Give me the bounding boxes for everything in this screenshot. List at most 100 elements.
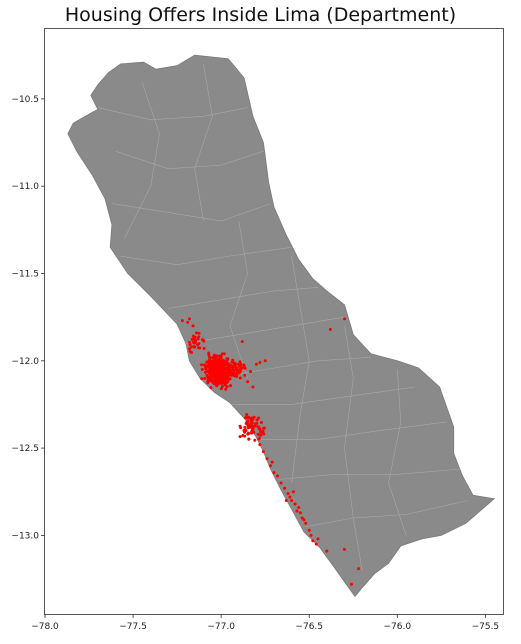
housing-offer-point-560 <box>311 539 315 543</box>
housing-offer-point-547 <box>272 471 276 475</box>
chart-title: Housing Offers Inside Lima (Department) <box>64 4 457 26</box>
housing-offer-point-522 <box>259 430 263 434</box>
x-tick-label: −75.5 <box>472 622 500 632</box>
housing-offer-point-550 <box>283 486 287 490</box>
housing-offer-point-490 <box>262 432 266 436</box>
housing-offer-point-357 <box>210 374 214 378</box>
housing-offer-point-97 <box>203 376 207 380</box>
y-tick-label: −12.0 <box>11 357 39 367</box>
housing-offer-point-433 <box>188 343 192 347</box>
housing-offer-point-541 <box>328 327 332 331</box>
housing-offer-point-239 <box>226 379 230 383</box>
housing-offer-point-435 <box>202 346 206 350</box>
housing-offer-point-321 <box>211 355 215 359</box>
housing-offer-point-404 <box>243 373 247 377</box>
housing-offer-point-530 <box>180 319 184 323</box>
housing-offer-point-423 <box>242 363 246 367</box>
housing-offer-point-497 <box>250 431 253 435</box>
y-axis: −10.5 −11.0 −11.5 −12.0 −12.5 −13.0 <box>11 95 45 541</box>
x-tick-label: −76.0 <box>384 622 412 632</box>
housing-offer-point-515 <box>253 438 257 442</box>
housing-offer-point-338 <box>220 364 223 368</box>
housing-offer-point-492 <box>257 416 261 420</box>
housing-offer-point-534 <box>195 331 198 335</box>
housing-offer-point-98 <box>202 363 206 367</box>
housing-offer-point-549 <box>279 481 283 485</box>
housing-offer-point-456 <box>194 339 197 343</box>
housing-offer-point-536 <box>263 359 267 363</box>
housing-offer-point-563 <box>325 549 329 553</box>
housing-offer-point-282 <box>216 382 220 386</box>
housing-offer-point-546 <box>269 464 272 468</box>
housing-offer-point-510 <box>246 423 250 427</box>
housing-offer-point-540 <box>240 340 244 344</box>
housing-offer-point-356 <box>204 366 208 369</box>
district-border-6 <box>168 287 319 309</box>
housing-offer-point-196 <box>219 387 223 391</box>
housing-offer-point-518 <box>251 417 255 421</box>
housing-offer-point-358 <box>208 365 212 368</box>
housing-offer-point-520 <box>254 422 257 426</box>
housing-offer-point-528 <box>246 420 250 424</box>
district-border-4 <box>111 203 271 222</box>
housing-offer-point-557 <box>304 521 308 525</box>
y-tick-label: −12.5 <box>11 444 39 454</box>
housing-offer-point-517 <box>258 427 262 431</box>
housing-offer-point-266 <box>223 383 227 387</box>
x-tick-label: −77.5 <box>119 622 147 632</box>
district-border-0 <box>97 107 248 121</box>
district-border-5 <box>118 247 292 266</box>
housing-offer-point-279 <box>216 380 219 383</box>
housing-offer-point-354 <box>206 370 210 374</box>
lima-department-polygon <box>67 54 496 598</box>
housing-offer-point-500 <box>259 421 263 424</box>
housing-offer-point-558 <box>307 528 311 532</box>
housing-offer-point-352 <box>209 359 213 363</box>
housing-offer-point-570 <box>302 518 306 522</box>
housing-offer-point-526 <box>250 421 254 425</box>
housing-offer-point-342 <box>220 367 224 371</box>
housing-offer-point-351 <box>218 368 221 372</box>
x-tick-label: −76.5 <box>295 622 323 632</box>
housing-offer-point-353 <box>208 379 212 382</box>
district-borders-layer <box>97 63 468 571</box>
housing-offer-point-513 <box>256 425 260 429</box>
district-border-13 <box>229 221 248 379</box>
housing-offer-point-553 <box>293 502 297 506</box>
housing-offer-point-458 <box>190 337 194 341</box>
housing-offer-point-272 <box>215 354 219 358</box>
housing-offer-point-551 <box>286 492 290 495</box>
housing-offer-point-484 <box>243 430 247 434</box>
housing-offer-point-529 <box>244 416 248 420</box>
housing-offer-point-20 <box>200 363 203 367</box>
housing-offer-point-516 <box>246 426 250 430</box>
housing-offer-point-449 <box>193 345 197 349</box>
housing-offer-point-265 <box>229 384 233 388</box>
housing-offer-point-543 <box>258 443 262 447</box>
housing-offer-point-341 <box>217 376 221 380</box>
housing-offer-point-476 <box>251 424 255 428</box>
housing-offer-point-519 <box>244 428 247 432</box>
x-tick-label: −78.0 <box>31 622 59 632</box>
district-border-12 <box>305 500 468 527</box>
y-tick-label: −11.5 <box>11 269 39 279</box>
district-border-3 <box>194 63 213 222</box>
housing-offer-point-524 <box>262 426 266 430</box>
housing-offer-point-531 <box>186 320 190 324</box>
housing-offer-point-457 <box>202 339 206 343</box>
housing-offer-point-514 <box>243 425 247 429</box>
housing-offer-point-388 <box>219 372 223 376</box>
housing-offer-point-426 <box>237 362 240 366</box>
district-border-1 <box>115 150 264 170</box>
district-border-15 <box>344 325 363 571</box>
housing-offer-point-554 <box>297 506 301 509</box>
housing-offer-point-428 <box>235 366 239 370</box>
district-border-7 <box>185 316 345 344</box>
housing-offer-point-521 <box>245 413 249 416</box>
housing-offer-point-348 <box>211 367 215 371</box>
housing-offer-point-533 <box>187 317 191 321</box>
district-border-10 <box>256 421 447 440</box>
department-polygon-layer <box>67 54 496 598</box>
housing-offer-point-349 <box>216 358 220 362</box>
housing-offer-point-424 <box>226 365 230 369</box>
